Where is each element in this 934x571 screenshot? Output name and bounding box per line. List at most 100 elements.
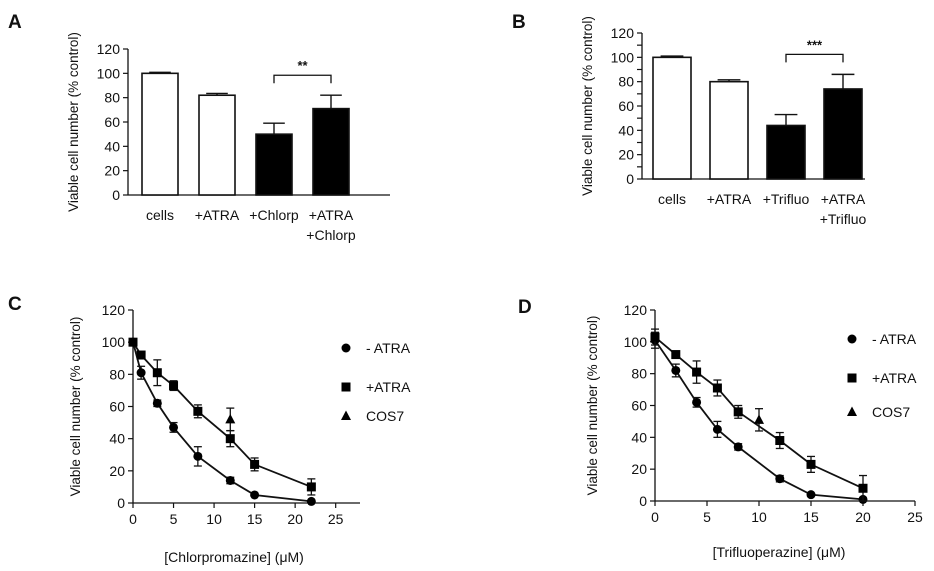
bar [141, 72, 179, 196]
data-point-circle [225, 475, 235, 485]
category-label: +Chlorp [249, 207, 299, 223]
significance-label: *** [807, 37, 823, 52]
y-tick-label: 120 [97, 41, 121, 57]
data-point-circle [306, 496, 316, 506]
bar [198, 94, 236, 196]
series-line-circle [132, 341, 312, 503]
y-tick-label: 0 [639, 493, 647, 509]
series-line-circle [654, 339, 864, 501]
legend-marker-square [341, 382, 351, 392]
category-label: +ATRA [707, 191, 752, 207]
data-point-square [128, 337, 138, 347]
data-point-circle [671, 365, 681, 375]
data-point-circle [152, 398, 162, 408]
data-point-square [806, 459, 816, 469]
y-tick-label: 120 [611, 25, 635, 41]
data-point-square [193, 406, 203, 416]
y-tick-label: 60 [109, 399, 125, 415]
y-axis-label: Viable cell number (% control) [68, 317, 83, 497]
y-tick-label: 60 [618, 98, 634, 114]
y-tick-label: 60 [631, 398, 647, 414]
x-tick-label: 5 [170, 511, 178, 527]
legend-marker-square [847, 373, 857, 383]
data-point-circle [806, 490, 816, 500]
y-tick-label: 0 [626, 171, 634, 187]
y-tick-label: 120 [624, 302, 648, 318]
category-label: cells [658, 191, 686, 207]
data-point-square [858, 483, 868, 493]
series-line-square [132, 341, 312, 488]
data-point-square [306, 482, 316, 492]
data-point-square [225, 434, 235, 444]
legend-label: COS7 [872, 404, 910, 420]
y-tick-label: 0 [117, 495, 125, 511]
panel-letter: C [8, 294, 22, 315]
data-point-circle [193, 451, 203, 461]
y-tick-label: 80 [109, 366, 125, 382]
y-tick-label: 40 [631, 429, 647, 445]
y-tick-label: 40 [618, 122, 634, 138]
y-axis-label: Viable cell number (% control) [585, 316, 600, 496]
data-point-circle [692, 397, 702, 407]
data-point-square [671, 350, 681, 360]
data-point-triangle [225, 413, 236, 424]
significance-bracket [273, 74, 332, 84]
category-label: +ATRA [309, 207, 354, 223]
y-tick-label: 100 [611, 49, 635, 65]
legend-marker-circle [847, 334, 857, 344]
legend-marker-triangle [341, 410, 351, 420]
legend-label: - ATRA [872, 331, 917, 347]
y-tick-label: 100 [102, 334, 126, 350]
y-tick-label: 40 [104, 138, 120, 154]
x-tick-label: 25 [328, 511, 344, 527]
legend-marker-triangle [847, 406, 857, 416]
data-point-square [136, 350, 146, 360]
category-label: cells [146, 207, 174, 223]
category-label: +Trifluo [820, 211, 867, 227]
y-tick-label: 80 [631, 366, 647, 382]
y-tick-label: 0 [112, 187, 120, 203]
x-tick-label: 5 [703, 509, 711, 525]
y-tick-label: 20 [104, 163, 120, 179]
x-tick-label: 0 [651, 509, 659, 525]
y-axis-label: Viable cell number (% control) [580, 16, 595, 196]
x-axis-label: [Chlorpromazine] (μM) [164, 549, 304, 565]
y-tick-label: 20 [618, 147, 634, 163]
panel-b: B 0 20 40 60 80 100 120 Viable cell number (% co… [512, 12, 866, 227]
data-point-square [692, 367, 702, 377]
x-axis-label: [Trifluoperazine] (μM) [713, 544, 846, 560]
x-tick-label: 10 [751, 509, 767, 525]
y-tick-label: 100 [97, 65, 121, 81]
data-point-square [152, 368, 162, 378]
panel-c: C 0 20 40 60 80 100 120 0 5 10 15 20 25 Viable cell nu… [8, 294, 411, 565]
bar [652, 56, 692, 180]
data-point-square [250, 459, 260, 469]
bar [312, 107, 350, 196]
legend-label: - ATRA [366, 340, 411, 356]
panel-letter: A [8, 12, 22, 33]
category-label: +Chlorp [306, 227, 356, 243]
x-tick-label: 25 [907, 509, 923, 525]
legend-marker-circle [341, 343, 351, 353]
y-tick-label: 100 [624, 334, 648, 350]
y-axis-label: Viable cell number (% control) [66, 32, 81, 212]
bar [709, 80, 749, 180]
data-point-square [775, 436, 785, 446]
panel-a: A 0 20 40 60 80 100 120 Viable cell number (% co… [8, 12, 390, 243]
data-point-square [712, 383, 722, 393]
significance-bracket [785, 53, 844, 63]
x-tick-label: 20 [287, 511, 303, 527]
data-point-circle [712, 424, 722, 434]
data-point-circle [250, 490, 260, 500]
significance-label: ** [297, 58, 308, 73]
data-point-triangle [754, 414, 764, 424]
y-tick-label: 20 [631, 461, 647, 477]
data-point-circle [733, 442, 743, 452]
legend-label: +ATRA [366, 379, 411, 395]
x-tick-label: 0 [129, 511, 137, 527]
data-point-square [733, 407, 743, 417]
category-label: +ATRA [821, 191, 866, 207]
panel-letter: B [512, 12, 526, 33]
bar [766, 124, 806, 180]
category-label: +Trifluo [763, 191, 810, 207]
